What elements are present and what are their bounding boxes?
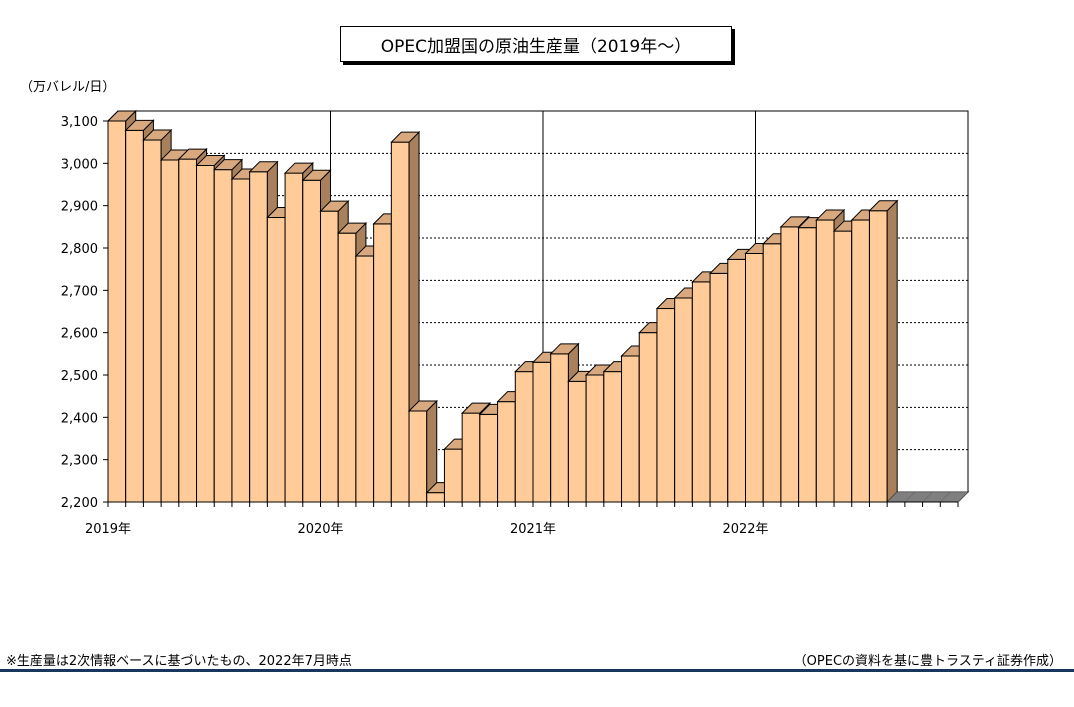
chart-title: OPEC加盟国の原油生産量（2019年～）: [340, 26, 732, 62]
y-tick-label: 2,800: [61, 242, 98, 257]
bar-front: [621, 355, 640, 503]
bar-side: [886, 199, 898, 504]
bar-front: [142, 139, 162, 503]
bar-front: [798, 227, 817, 503]
bar-front: [567, 380, 587, 503]
bar-front: [284, 172, 304, 503]
bar-front: [780, 226, 800, 503]
bar-front: [656, 308, 676, 503]
bar-front: [674, 297, 693, 503]
bar-front: [125, 129, 144, 503]
bar-front: [745, 253, 764, 503]
bar-front: [868, 210, 888, 503]
bar-chart: 2,200 2,300 2,400 2,500 2,600 2,700 2,800 2,900…: [20, 80, 970, 537]
bar-top: [868, 200, 899, 212]
bar-top: [248, 161, 279, 173]
bar-layer: [106, 109, 969, 504]
y-tick-label: 3,000: [61, 157, 98, 172]
bar-front: [213, 169, 233, 503]
bar-top: [195, 154, 226, 166]
bar-top: [337, 222, 368, 234]
axis-layer: 2,200 2,300 2,400 2,500 2,600 2,700 2,800 2,900…: [61, 115, 959, 537]
bar-top: [779, 216, 810, 228]
bar-top: [319, 200, 350, 212]
bar-front: [426, 492, 445, 503]
bar-top: [213, 159, 244, 171]
bar-front: [320, 210, 339, 503]
bar-top: [549, 343, 580, 355]
y-axis-label: （万バレル/日）: [20, 80, 115, 95]
y-tick-label: 2,600: [61, 327, 98, 342]
y-tick-label: 2,700: [61, 284, 98, 299]
bar-top: [283, 162, 314, 174]
bar-front: [390, 141, 410, 503]
bar-front: [249, 171, 268, 503]
y-tick-label: 2,900: [61, 200, 98, 215]
y-tick-label: 2,200: [61, 496, 98, 511]
x-tick-label: 2019年: [85, 522, 131, 537]
bar-front: [550, 353, 569, 503]
y-tick-label: 2,400: [61, 411, 98, 426]
bar-front: [603, 371, 623, 503]
bar-front: [727, 258, 747, 503]
bar-top: [390, 131, 421, 143]
bar-front: [532, 361, 552, 503]
bar-front: [815, 219, 835, 503]
bar-front: [461, 412, 481, 503]
bar-front: [443, 448, 463, 503]
bar-top: [407, 400, 438, 412]
x-tick-label: 2021年: [510, 522, 556, 537]
bar-front: [514, 371, 534, 503]
bar-top: [106, 110, 137, 122]
bar-front: [691, 281, 711, 503]
bar-top: [177, 148, 208, 160]
bar-front: [585, 374, 605, 503]
bar-front: [408, 410, 428, 503]
bar-top: [301, 169, 332, 181]
bar-front: [497, 401, 516, 503]
bar-front: [302, 179, 321, 503]
y-tick-label: 2,300: [61, 454, 98, 469]
bottom-divider: [0, 669, 1074, 672]
bar-front: [160, 159, 180, 503]
x-tick-label: 2022年: [722, 522, 768, 537]
bar-front: [107, 120, 127, 503]
bar-front: [373, 223, 392, 503]
bar-top: [124, 119, 155, 131]
bar-front: [638, 332, 658, 503]
bar-front: [709, 272, 729, 503]
bar-front: [266, 217, 286, 503]
bar-front: [196, 164, 215, 503]
bar-front: [355, 255, 375, 503]
bar-front: [479, 413, 499, 503]
y-tick-label: 3,100: [61, 115, 98, 130]
bar-front: [178, 158, 198, 503]
source-note: （OPECの資料を基に豊トラスティ証券作成）: [793, 654, 1062, 669]
bar-front: [833, 230, 853, 503]
bar: [868, 199, 899, 504]
bar-top: [815, 209, 846, 221]
bar: [407, 399, 438, 504]
x-tick-label: 2020年: [297, 522, 343, 537]
bar-front: [337, 232, 357, 503]
bar-front: [231, 178, 251, 503]
bar-front: [851, 219, 870, 503]
y-tick-label: 2,500: [61, 369, 98, 384]
bar-top: [460, 402, 492, 414]
bar-top: [142, 129, 173, 141]
footnote: ※生産量は2次情報ベースに基づいたもの、2022年7月時点: [6, 654, 352, 669]
bar-front: [762, 243, 782, 503]
